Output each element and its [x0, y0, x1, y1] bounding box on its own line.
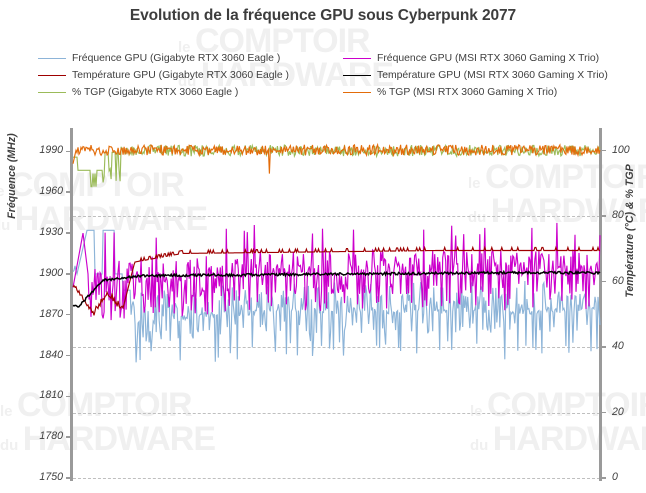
watermark: le COMPTOIR du HARDWARE — [0, 166, 208, 236]
chart-legend: Fréquence GPU (Gigabyte RTX 3060 Eagle )… — [0, 50, 646, 102]
y-axis-left-tick — [66, 191, 70, 194]
y-axis-right-tick — [602, 411, 606, 414]
legend-item-label: Fréquence GPU (Gigabyte RTX 3060 Eagle ) — [72, 53, 281, 64]
legend-color-swatch — [38, 75, 66, 76]
legend-item[interactable]: Fréquence GPU (MSI RTX 3060 Gaming X Tri… — [343, 50, 608, 67]
legend-color-swatch — [38, 92, 66, 93]
y-axis-left-spine — [70, 128, 74, 481]
y-axis-left-tick — [66, 150, 70, 153]
watermark-small-1: le — [0, 183, 5, 200]
legend-item-label: Température GPU (MSI RTX 3060 Gaming X T… — [377, 70, 608, 81]
legend-color-swatch — [343, 92, 371, 93]
watermark-big-2: HARDWARE — [492, 420, 646, 458]
watermark-small-2: du — [468, 209, 487, 226]
legend-item-label: Fréquence GPU (MSI RTX 3060 Gaming X Tri… — [377, 53, 600, 64]
y-axis-right-title: Température (°C) & % TGP — [624, 164, 636, 298]
y-axis-left-tick-label: 1840 — [39, 348, 63, 361]
legend-item[interactable]: % TGP (Gigabyte RTX 3060 Eagle ) — [38, 84, 289, 101]
y-axis-right-tick-label: 0 — [612, 471, 618, 483]
y-axis-right-tick-label: 60 — [612, 274, 624, 287]
legend-column-left: Fréquence GPU (Gigabyte RTX 3060 Eagle )… — [38, 50, 289, 101]
y-axis-right-tick-label: 100 — [612, 143, 630, 156]
y-axis-left-tick — [66, 477, 70, 479]
gridline — [73, 216, 600, 218]
watermark-small-1: le — [468, 175, 481, 192]
y-axis-right-spine — [599, 128, 603, 481]
watermark-small-1: le — [470, 403, 483, 420]
watermark: le COMPTOIR du HARDWARE — [0, 388, 216, 456]
y-axis-left-tick-label: 1900 — [39, 266, 63, 279]
y-axis-right-tick-label: 40 — [612, 340, 624, 353]
y-axis-right-tick — [602, 149, 606, 152]
y-axis-right-tick-label: 20 — [612, 405, 624, 418]
legend-item-label: % TGP (Gigabyte RTX 3060 Eagle ) — [72, 87, 239, 98]
watermark-small-2: du — [470, 437, 489, 454]
y-axis-left-tick — [66, 273, 70, 275]
y-axis-left-title: Fréquence (MHz) — [6, 133, 18, 219]
y-axis-left-tick-label: 1990 — [39, 144, 63, 157]
legend-item[interactable]: Température GPU (Gigabyte RTX 3060 Eagle… — [38, 67, 289, 84]
y-axis-left-tick-label: 1930 — [39, 226, 63, 239]
y-axis-left-tick — [66, 395, 70, 398]
y-axis-right-tick — [602, 215, 606, 217]
y-axis-left-tick-label: 1750 — [39, 471, 63, 483]
legend-item[interactable]: Température GPU (MSI RTX 3060 Gaming X T… — [343, 67, 608, 84]
y-axis-left-tick — [66, 354, 70, 357]
y-axis-left-tick — [66, 436, 70, 438]
legend-color-swatch — [343, 75, 371, 76]
watermark-big-1: COMPTOIR — [8, 166, 185, 204]
gridline — [73, 347, 600, 349]
gridline — [73, 412, 600, 414]
legend-item[interactable]: % TGP (MSI RTX 3060 Gaming X Trio) — [343, 84, 608, 101]
gridline — [73, 478, 600, 479]
legend-color-swatch — [38, 58, 66, 59]
y-axis-left-tick-label: 1810 — [39, 389, 63, 402]
y-axis-right-tick — [602, 477, 606, 479]
legend-column-right: Fréquence GPU (MSI RTX 3060 Gaming X Tri… — [343, 50, 608, 101]
watermark-small-1: le — [0, 403, 13, 420]
y-axis-left-tick — [66, 232, 70, 234]
y-axis-left-tick-label: 1870 — [39, 307, 63, 320]
y-axis-right-tick-label: 80 — [612, 209, 624, 222]
y-axis-left-tick — [66, 313, 70, 316]
y-axis-left-tick-label: 1780 — [39, 430, 63, 443]
legend-item-label: % TGP (MSI RTX 3060 Gaming X Trio) — [377, 87, 558, 98]
y-axis-right-tick — [602, 346, 606, 348]
watermark-small-2: du — [0, 437, 19, 454]
y-axis-right-tick — [602, 280, 606, 283]
watermark-big-1: COMPTOIR — [484, 158, 646, 196]
legend-color-swatch — [343, 58, 371, 59]
watermark: le COMPTOIR du HARDWARE — [470, 388, 646, 456]
legend-item-label: Température GPU (Gigabyte RTX 3060 Eagle… — [72, 70, 289, 81]
y-axis-left-tick-label: 1960 — [39, 185, 63, 198]
legend-item[interactable]: Fréquence GPU (Gigabyte RTX 3060 Eagle ) — [38, 50, 289, 67]
chart-title: Evolution de la fréquence GPU sous Cyber… — [129, 7, 517, 24]
